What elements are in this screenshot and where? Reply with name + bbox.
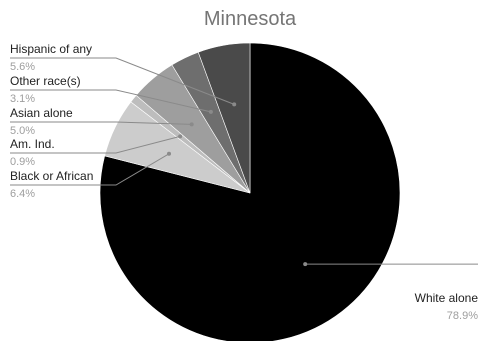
leader-line-asian-alone xyxy=(10,121,192,125)
slice-label-asian-alone: Asian alone xyxy=(10,106,73,120)
chart-title: Minnesota xyxy=(204,8,297,30)
leader-dot-am-ind xyxy=(178,134,183,139)
leader-dot-other-race-s xyxy=(208,109,213,114)
slice-percent-asian-alone: 5.0% xyxy=(10,125,35,137)
leader-line-black-or-african xyxy=(10,153,170,186)
slice-percent-other-race-s: 3.1% xyxy=(10,93,35,105)
leader-dot-black-or-african xyxy=(167,151,171,156)
pie-slices xyxy=(99,42,401,341)
slice-label-hispanic-of-any: Hispanic of any xyxy=(10,42,92,56)
slice-label-other-race-s: Other race(s) xyxy=(10,74,81,88)
slice-labels: White alone 78.9% Black or African 6.4% Am. … xyxy=(10,42,478,322)
leader-lines xyxy=(10,57,478,267)
leader-line-other-race-s xyxy=(10,89,212,113)
leader-dot-asian-alone xyxy=(189,122,194,127)
slice-label-am-ind: Am. Ind. xyxy=(10,137,55,151)
leader-dot-hispanic-of-any xyxy=(232,102,237,107)
slice-label-black-or-african: Black or African xyxy=(10,169,93,183)
leader-line-hispanic-of-any xyxy=(10,57,235,105)
slice-percent-hispanic-of-any: 5.6% xyxy=(10,61,35,73)
slice-percent-black-or-african: 6.4% xyxy=(10,188,35,200)
leader-line-am-ind xyxy=(10,135,181,154)
slice-label-white-alone: White alone xyxy=(415,291,479,305)
pie-slice-hispanic-of-any xyxy=(197,42,251,194)
slice-percent-am-ind: 0.9% xyxy=(10,156,35,168)
slice-percent-white-alone: 78.9% xyxy=(447,310,478,322)
leader-dot-white-alone xyxy=(303,262,308,267)
